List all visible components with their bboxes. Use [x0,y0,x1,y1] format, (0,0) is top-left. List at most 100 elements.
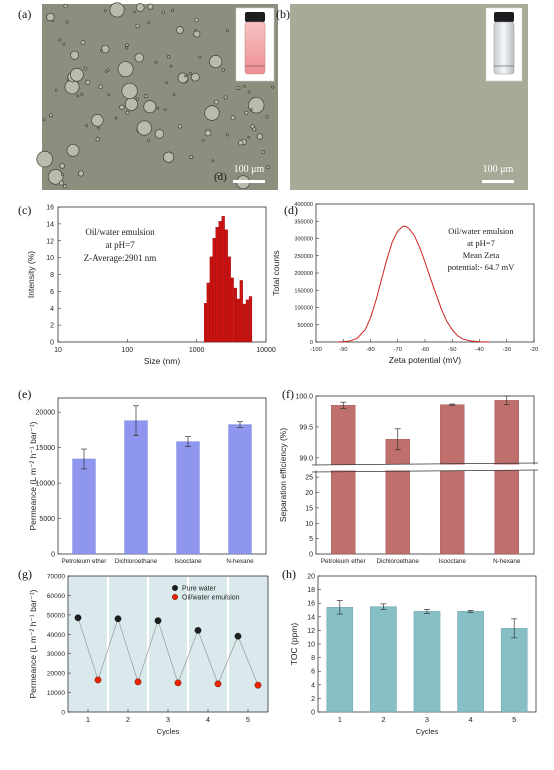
droplet [77,170,84,177]
droplet [230,115,236,121]
legend-label: Oil/water emulsion [182,595,240,602]
droplet [98,84,103,89]
y-tick-label: 20 [305,490,313,497]
x-tick-label: -70 [394,347,402,353]
droplet [107,93,111,97]
y-tick-label: 10000 [36,481,56,488]
panel-letter-h: (h) [282,567,296,581]
droplet [169,64,173,68]
toc-bar [500,628,528,713]
panel-letter-d: (d) [284,203,298,217]
droplet [85,124,89,128]
y-tick-label: 12 [46,238,54,245]
scale-label-b: 100 μm [483,164,514,175]
histogram-bar [218,221,222,343]
droplet [47,169,64,185]
droplet [226,29,229,33]
y-tick-label: 14 [307,614,315,621]
category-label: Isooctane [174,558,202,565]
droplet [109,2,125,18]
plot-frame [315,395,535,555]
droplet [244,110,249,115]
legend-marker [172,585,178,591]
droplet [124,97,139,111]
x-axis-label: Cycles [157,727,180,736]
droplet [63,3,68,9]
droplet [225,133,229,137]
category-label: Dichloroethane [377,558,420,565]
histogram-bar [239,280,243,343]
droplet [156,106,160,110]
y-tick-label: 300000 [294,237,313,243]
droplet [59,163,66,169]
droplet [83,66,88,71]
droplet [198,55,202,59]
pure-water-point [114,615,122,623]
droplet-field [36,2,275,190]
x-axis-label: Cycles [416,727,439,736]
droplet [271,85,275,89]
y-tick-label: 15 [305,505,313,512]
panel-letter-c: (c) [18,203,31,217]
scale-bar-a [233,180,265,183]
droplet [236,86,241,90]
emulsion-point [254,681,262,689]
droplet [42,118,46,121]
category-label: N-hexane [493,558,521,565]
droplet [204,129,212,137]
droplet [46,12,55,22]
histogram-bar [221,216,225,343]
droplet [76,94,80,98]
y-tick-label: 0 [309,552,313,559]
droplet [177,124,183,129]
x-tick-label: -80 [366,347,374,353]
y-axis-label: Total counts [271,250,281,295]
y-tick-label: 6 [50,289,54,296]
y-tick-label: 20000 [36,410,56,417]
emulsion-point [174,679,182,687]
x-axis-label: Size (nm) [144,356,181,366]
droplet [216,172,221,177]
droplet [124,46,129,50]
droplet [211,159,215,163]
emulsion-point [214,680,222,688]
connecting-line [77,617,259,686]
y-tick-label: 250000 [294,254,313,260]
droplet [265,115,269,119]
droplet [191,72,200,82]
droplet [261,150,266,154]
y-tick-label: 5 [309,536,313,543]
droplet [147,3,154,10]
droplet [161,10,166,15]
chart-c: 0 2 4 6 8 10 12 14 16 10 100 1000 10000 Size (nm) Inte… [26,205,276,367]
toc-bar [413,611,441,713]
y-tick-label: 0 [51,552,55,559]
droplet [80,40,86,45]
droplet [100,49,103,52]
panel-letter-g: (g) [18,567,32,581]
droplet [201,138,205,142]
category-label: 1 [338,715,342,724]
droplet [125,110,130,115]
x-tick-label: 100 [121,347,133,354]
x-axis-label: Zeta potential (mV) [389,355,461,365]
annotation-line: at pH=7 [105,240,135,250]
histogram-bar [230,277,234,343]
droplet [248,97,265,114]
y-axis-label: Permeance (L m⁻² h⁻¹ bar⁻¹) [28,421,38,530]
pure-water-point [154,617,162,625]
y-tick-label: 50000 [297,323,313,329]
vial-inset-a [235,7,275,82]
x-tick-label: 10000 [256,347,276,354]
droplet [154,129,165,139]
droplet [177,72,189,84]
droplet [85,79,91,85]
annotation-line: at pH=7 [467,238,495,248]
droplet [188,71,192,75]
category-label: 2 [381,715,385,724]
droplet [266,165,271,170]
y-tick-label: 8 [311,655,315,662]
y-tick-label: 350000 [294,219,313,225]
droplet [54,88,58,92]
